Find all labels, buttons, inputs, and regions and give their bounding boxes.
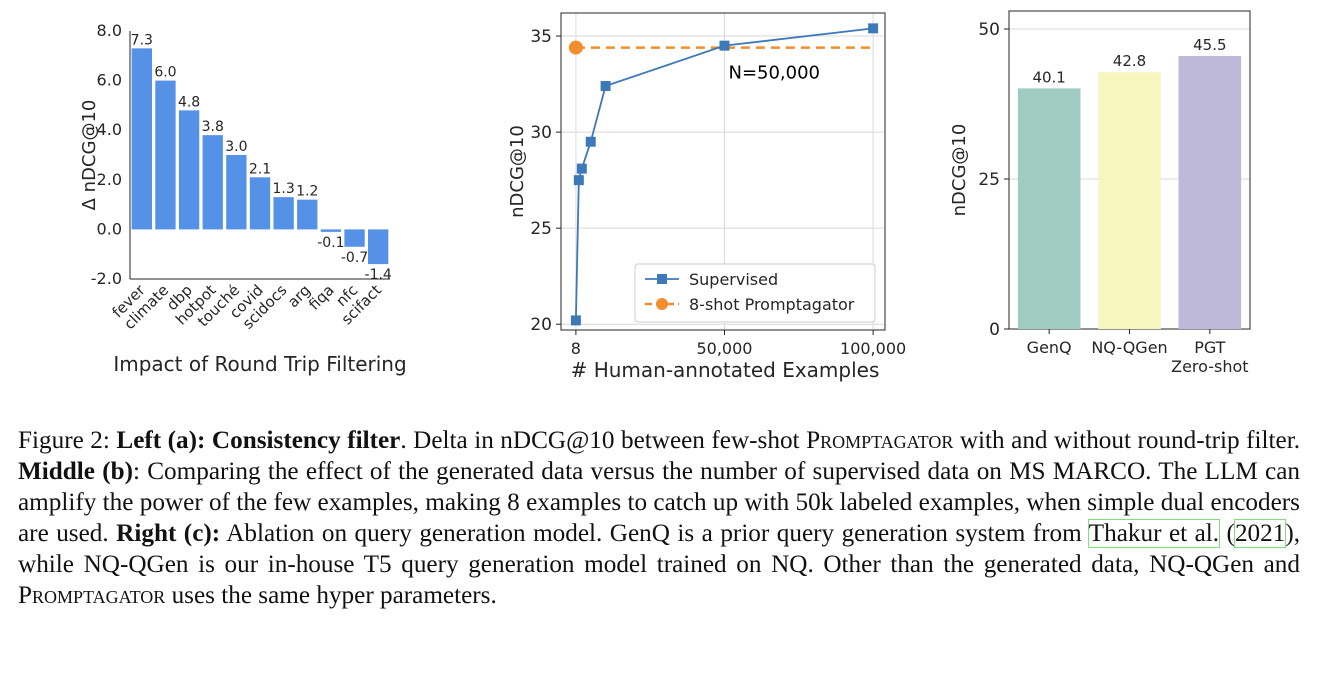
caption-right-text-3: uses the same hyper parameters. xyxy=(165,582,497,609)
x-tick-label: 8 xyxy=(571,339,581,358)
bar xyxy=(249,177,271,230)
caption-promptagator-name-2: Promptagator xyxy=(18,582,166,609)
y-axis-title: nDCG@10 xyxy=(507,125,528,218)
bar-value-label: -0.7 xyxy=(341,250,368,266)
x-tick-label: NQ-QGen xyxy=(1091,338,1167,357)
supervised-point xyxy=(719,40,730,51)
bar xyxy=(202,135,223,230)
x-tick-label: 100,000 xyxy=(840,339,906,358)
supervised-point xyxy=(585,136,596,147)
bar-value-label: 3.0 xyxy=(225,139,247,155)
bar xyxy=(1098,72,1161,329)
caption-right-text-2: ), while NQ-QGen is our in-house T5 quer… xyxy=(18,520,1300,578)
bar xyxy=(344,229,365,247)
bar xyxy=(1017,88,1081,330)
y-tick-label: 4.0 xyxy=(97,120,122,139)
bar-value-label: 45.5 xyxy=(1193,36,1226,54)
legend-supervised-marker xyxy=(657,274,667,284)
bar xyxy=(155,80,176,230)
bar-value-label: 2.1 xyxy=(249,161,271,177)
caption-right-label: Right (c): xyxy=(116,520,221,547)
bar xyxy=(178,110,200,230)
y-tick-label: 25 xyxy=(530,219,552,239)
bar xyxy=(297,199,318,230)
supervised-point xyxy=(576,163,587,174)
legend-promptagator-label: 8-shot Promptagator xyxy=(689,295,855,314)
caption-left-label: Left (a): Consistency filter xyxy=(116,427,401,454)
bar xyxy=(368,229,389,265)
caption-left-text-2: with and without round-trip filter. xyxy=(953,427,1300,454)
bar-value-label: -0.1 xyxy=(317,235,344,251)
citation-year-link[interactable]: 2021 xyxy=(1233,519,1287,548)
bar xyxy=(273,197,294,230)
y-tick-label: 0 xyxy=(989,320,1000,340)
promptagator-point xyxy=(568,40,583,55)
y-tick-label: 30 xyxy=(530,123,552,143)
bar-value-label: 40.1 xyxy=(1032,68,1065,86)
panel-a-round-trip-filter-chart: -2.00.02.04.06.08.07.3fever6.0climate4.8… xyxy=(79,21,407,376)
legend-promptagator-marker xyxy=(656,298,668,310)
plot-frame xyxy=(560,12,886,331)
caption-middle-text: : Comparing the effect of the generated … xyxy=(18,458,1301,547)
bar xyxy=(226,155,247,230)
x-tick-label: GenQ xyxy=(1027,338,1072,357)
y-tick-label: 35 xyxy=(530,27,552,47)
annotation-n-50000: N=50,000 xyxy=(728,63,820,84)
bar xyxy=(131,48,152,230)
y-tick-label: 8.0 xyxy=(97,21,122,40)
supervised-point xyxy=(868,23,879,34)
y-tick-label: 20 xyxy=(530,315,552,335)
bar-value-label: 6.0 xyxy=(154,65,176,81)
x-axis-title: Impact of Round Trip Filtering xyxy=(113,352,406,376)
bar-value-label: 3.8 xyxy=(202,119,224,135)
caption-cite-open: ( xyxy=(1219,520,1235,547)
y-tick-label: 6.0 xyxy=(97,71,122,90)
caption-figure-label: Figure 2: xyxy=(18,427,117,454)
supervised-point xyxy=(570,315,581,326)
x-tick-label: PGT xyxy=(1194,338,1225,357)
legend-box xyxy=(634,263,876,323)
panel-c-query-generation-ablation-chart: 0 25 50 40.1 GenQ 42.8 NQ-QGen 45.5 PGTZero-shot… xyxy=(949,10,1251,376)
y-tick-label: 25 xyxy=(978,170,1000,190)
caption-right-text-1: Ablation on query generation model. GenQ… xyxy=(220,520,1089,547)
bar-value-label: 7.3 xyxy=(131,32,153,48)
caption-middle-label: Middle (b) xyxy=(18,458,133,485)
bar-value-label: -1.4 xyxy=(365,267,392,283)
panel-b-supervised-vs-fewshot-chart: 20 25 30 35 8 50,000 100,000 N=50,000 Supervised… xyxy=(507,12,906,382)
caption-left-text-1: . Delta in nDCG@10 between few-shot xyxy=(400,427,807,454)
x-axis-title: # Human-annotated Examples xyxy=(571,358,880,382)
caption-promptagator-name: Promptagator xyxy=(806,427,954,454)
y-tick-label: 50 xyxy=(978,20,1000,40)
bar-value-label: 4.8 xyxy=(178,94,200,110)
bar-value-label: 1.3 xyxy=(273,181,295,197)
supervised-point xyxy=(600,81,611,92)
y-tick-label: 2.0 xyxy=(97,170,122,189)
y-tick-label: -2.0 xyxy=(91,269,122,288)
x-tick-label: 50,000 xyxy=(696,339,752,358)
bar-value-label: 42.8 xyxy=(1113,52,1146,70)
bar xyxy=(1178,56,1242,329)
figure-2: -2.00.02.04.06.08.07.3fever6.0climate4.8… xyxy=(79,10,1251,382)
bar xyxy=(320,229,342,232)
figure-caption: Figure 2: Left (a): Consistency filter. … xyxy=(18,425,1300,611)
bar-value-label: 1.2 xyxy=(296,184,318,200)
x-tick-sublabel: Zero-shot xyxy=(1171,357,1248,376)
supervised-point xyxy=(573,175,584,186)
legend-supervised-label: Supervised xyxy=(689,270,778,289)
citation-author-link[interactable]: Thakur et al. xyxy=(1087,519,1221,548)
y-tick-label: 0.0 xyxy=(97,219,122,238)
y-axis-title: Δ nDCG@10 xyxy=(79,100,100,211)
y-axis-title: nDCG@10 xyxy=(949,124,970,217)
